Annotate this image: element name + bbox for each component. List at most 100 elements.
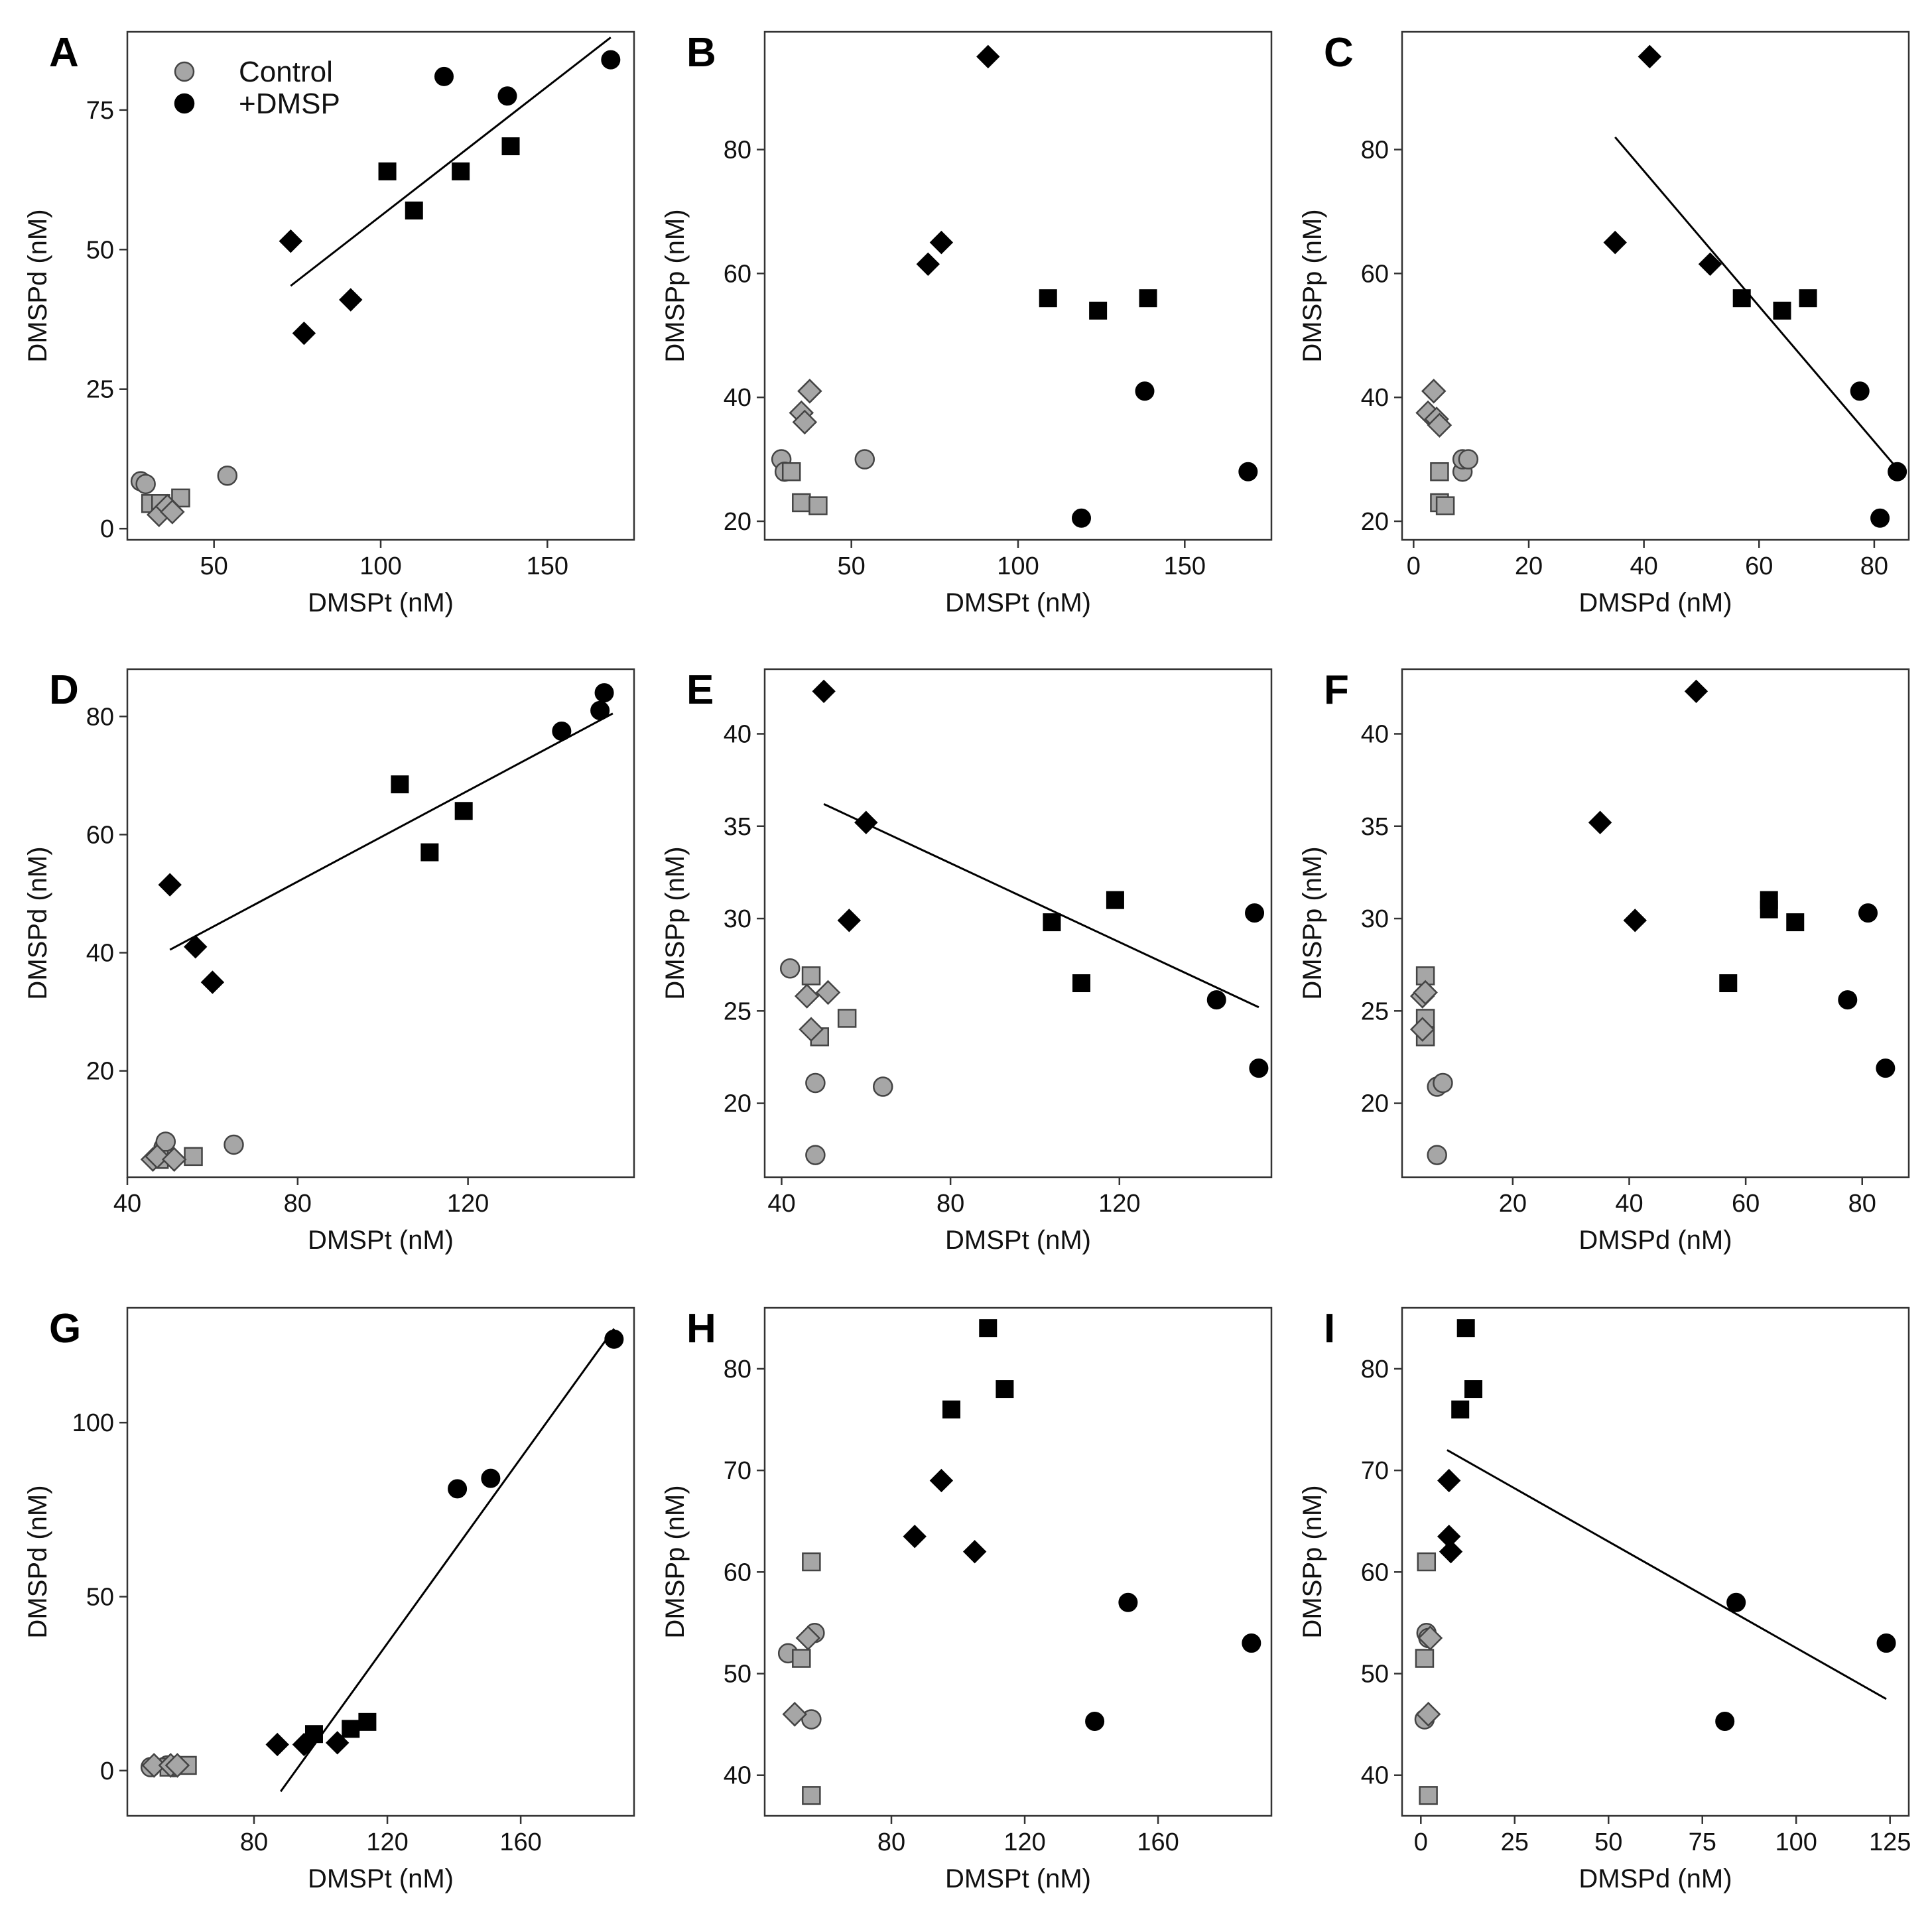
point-dmsp-square <box>1451 1400 1470 1419</box>
point-dmsp-square <box>1072 974 1090 993</box>
point-control-circle <box>224 1134 244 1155</box>
point-dmsp-diamond <box>976 44 1000 69</box>
plot-frame <box>1401 668 1910 1179</box>
point-dmsp-square <box>1773 301 1791 320</box>
x-tick-label: 80 <box>1860 552 1888 580</box>
y-axis-title: DMSPd (nM) <box>23 846 52 999</box>
point-control-diamond <box>792 409 818 435</box>
x-axis-title: DMSPt (nM) <box>945 1226 1091 1255</box>
point-control-square <box>184 1147 203 1167</box>
point-dmsp-diamond <box>1439 1539 1463 1564</box>
point-dmsp-square <box>979 1319 998 1338</box>
y-tick-label: 35 <box>724 813 751 841</box>
y-tick-label: 70 <box>724 1457 751 1485</box>
point-dmsp-square <box>452 162 470 180</box>
point-dmsp-circle <box>1242 1633 1261 1653</box>
panel-b: B 50 100 150 20 40 60 80 DMSPt (nM) DMSPp (nM) <box>661 30 1273 617</box>
x-tick-label: 0 <box>1414 1828 1428 1856</box>
x-tick-label: 80 <box>284 1190 312 1218</box>
point-dmsp-square <box>405 201 423 220</box>
point-dmsp-circle <box>1249 1058 1269 1078</box>
y-axis-title: DMSPd (nM) <box>23 209 52 362</box>
y-axis-title: DMSPp (nM) <box>661 209 690 362</box>
point-control-circle <box>1427 1145 1447 1165</box>
point-control-square <box>1415 1649 1435 1668</box>
point-dmsp-circle <box>1072 508 1091 528</box>
x-axis-title: DMSPd (nM) <box>1578 1226 1732 1255</box>
plot-frame <box>763 1307 1273 1817</box>
point-control-circle <box>135 474 156 495</box>
x-tick-label: 0 <box>1407 552 1421 580</box>
y-axis-title: DMSPp (nM) <box>1298 846 1327 999</box>
point-dmsp-diamond <box>158 873 182 897</box>
panel-label: A <box>49 30 79 76</box>
x-tick-label: 160 <box>1137 1828 1179 1856</box>
plot-frame <box>126 31 635 541</box>
panel-label: F <box>1324 667 1349 713</box>
point-dmsp-circle <box>1085 1712 1105 1732</box>
legend-label-control: Control <box>239 56 333 88</box>
y-tick-label: 20 <box>1361 508 1389 536</box>
point-dmsp-circle <box>1206 990 1226 1010</box>
point-control-diamond <box>141 1753 166 1778</box>
y-tick-label: 80 <box>724 1356 751 1383</box>
panel-i: I 0 25 50 75 100 125 40 50 60 70 80 DMSPd (nM) DMSPp … <box>1298 1306 1911 1893</box>
point-control-square <box>802 1786 821 1805</box>
point-dmsp-circle <box>1238 462 1258 481</box>
point-dmsp-square <box>391 775 409 794</box>
point-control-square <box>1430 462 1449 481</box>
point-control-diamond <box>782 1702 808 1727</box>
point-control-square <box>802 1552 821 1572</box>
panel-label: C <box>1324 30 1354 76</box>
x-tick-label: 20 <box>1499 1190 1527 1218</box>
panel-label: G <box>49 1306 81 1352</box>
x-axis-title: DMSPd (nM) <box>1578 588 1732 617</box>
x-tick-label: 50 <box>838 552 866 580</box>
x-tick-label: 75 <box>1689 1828 1716 1856</box>
point-dmsp-diamond <box>339 288 363 312</box>
y-tick-label: 50 <box>1361 1661 1389 1689</box>
point-control-diamond <box>795 1626 821 1651</box>
point-dmsp-diamond <box>903 1524 927 1549</box>
point-control-circle <box>1458 449 1479 470</box>
y-tick-label: 40 <box>86 940 114 968</box>
point-dmsp-circle <box>1876 1633 1896 1653</box>
plot-frame <box>763 31 1273 541</box>
x-tick-label: 40 <box>1630 552 1657 580</box>
point-control-circle <box>854 449 875 470</box>
point-dmsp-diamond <box>200 970 225 994</box>
point-dmsp-circle <box>1715 1712 1735 1732</box>
point-control-circle <box>873 1076 893 1097</box>
point-dmsp-square <box>454 802 473 820</box>
point-dmsp-diamond <box>812 679 836 704</box>
x-axis-title: DMSPt (nM) <box>308 1226 454 1255</box>
x-tick-label: 80 <box>936 1190 964 1218</box>
point-control-circle <box>217 465 238 486</box>
point-dmsp-diamond <box>929 230 954 255</box>
point-dmsp-square <box>1089 301 1108 320</box>
point-dmsp-diamond <box>929 1468 954 1493</box>
x-tick-label: 25 <box>1501 1828 1529 1856</box>
point-control-diamond <box>815 980 841 1005</box>
point-control-circle <box>805 1145 826 1165</box>
x-tick-label: 160 <box>499 1828 541 1856</box>
x-axis-title: DMSPd (nM) <box>1578 1864 1732 1893</box>
y-tick-label: 40 <box>724 1762 751 1790</box>
point-dmsp-circle <box>1870 508 1890 528</box>
x-tick-label: 120 <box>1003 1828 1045 1856</box>
x-axis-title: DMSPt (nM) <box>945 588 1091 617</box>
point-dmsp-diamond <box>1698 252 1722 277</box>
regression-line <box>823 802 1259 1009</box>
legend-marker-control <box>174 61 195 82</box>
point-dmsp-circle <box>1858 903 1878 923</box>
x-tick-label: 100 <box>1775 1828 1817 1856</box>
point-dmsp-diamond <box>837 909 862 932</box>
y-tick-label: 60 <box>86 821 114 849</box>
point-control-diamond <box>797 379 822 404</box>
point-control-square <box>837 1009 857 1028</box>
point-dmsp-diamond <box>1623 909 1647 932</box>
x-axis-title: DMSPt (nM) <box>945 1864 1091 1893</box>
y-tick-label: 20 <box>724 1090 751 1118</box>
point-dmsp-circle <box>552 722 572 741</box>
panel-label: I <box>1324 1306 1335 1352</box>
